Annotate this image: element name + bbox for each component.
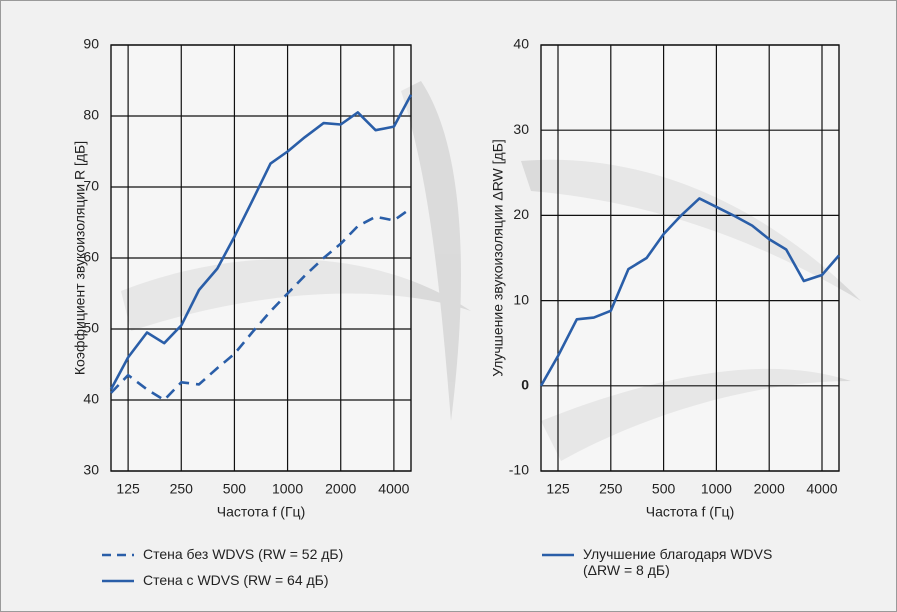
legend-label: Улучшение благодаря WDVS (ΔRW = 8 дБ)	[583, 546, 773, 578]
x-tick-label: 125	[546, 481, 570, 497]
x-tick-label: 1000	[272, 481, 303, 497]
x-tick-label: 2000	[754, 481, 785, 497]
data-line	[109, 94, 413, 391]
y-tick-label: 30	[83, 462, 99, 478]
x-tick-label: 125	[116, 481, 140, 497]
y-tick-label: 40	[83, 391, 99, 407]
y-tick-label: 50	[83, 320, 99, 336]
y-tick-label: 80	[83, 107, 99, 123]
data-line	[539, 197, 840, 387]
y-tick-label: 30	[513, 121, 529, 137]
y-tick-label: 60	[83, 249, 99, 265]
x-axis-label: Частота f (Гц)	[217, 504, 305, 520]
chart: 30 40 50 60 70 80 90 125 250 500 1000 2000 4000 Часто…	[72, 36, 413, 520]
legend-entry: Стена без WDVS (RW = 52 дБ)	[101, 546, 343, 562]
legend-swatch	[542, 553, 574, 557]
x-tick-label: 2000	[325, 481, 356, 497]
y-tick-label: 70	[83, 178, 99, 194]
plot-frame	[540, 44, 840, 472]
legend-label: Стена с WDVS (RW = 64 дБ)	[143, 572, 329, 588]
legend-entry: Улучшение благодаря WDVS (ΔRW = 8 дБ)	[541, 546, 791, 578]
y-tick-label: 10	[513, 291, 529, 307]
legend-swatch	[102, 553, 134, 557]
y-tick-label: 0	[521, 377, 529, 393]
plot-frame	[110, 44, 412, 472]
x-axis-label: Частота f (Гц)	[646, 504, 734, 520]
x-tick-label: 4000	[378, 481, 409, 497]
legend-label: Стена без WDVS (RW = 52 дБ)	[143, 546, 344, 562]
legend-swatch	[102, 579, 134, 583]
y-axis-label: Коэффициент звукоизоляции R [дБ]	[72, 141, 88, 375]
y-tick-label: 20	[513, 206, 529, 222]
plot-area	[541, 45, 839, 471]
data-line	[110, 207, 412, 402]
x-tick-label: 250	[599, 481, 623, 497]
x-tick-label: 4000	[806, 481, 837, 497]
y-tick-label: -10	[509, 462, 529, 478]
y-tick-label: 40	[513, 36, 529, 52]
x-tick-label: 500	[652, 481, 676, 497]
x-tick-label: 1000	[701, 481, 732, 497]
x-tick-label: 250	[170, 481, 194, 497]
chart: -10 0 10 20 30 40 125 250 500 1000 2000 4000 Частота…	[490, 36, 840, 520]
legend-entry: Стена с WDVS (RW = 64 дБ)	[101, 572, 329, 588]
y-tick-label: 90	[83, 36, 99, 52]
x-tick-label: 500	[223, 481, 247, 497]
y-axis-label: Улучшение звукоизоляции ΔRW [дБ]	[490, 139, 506, 377]
